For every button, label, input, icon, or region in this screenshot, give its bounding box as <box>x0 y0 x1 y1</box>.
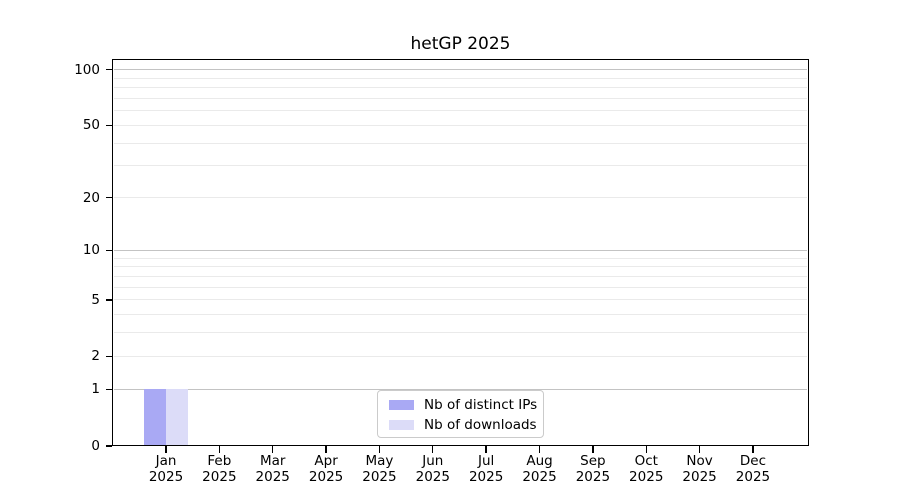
legend-swatch-distinct-ips <box>389 400 414 410</box>
y-tick-label-20: 20 <box>82 189 100 206</box>
x-tick-label-sep: Sep 2025 <box>551 453 635 485</box>
x-tick-label-mar: Mar 2025 <box>231 453 315 485</box>
chart-title: hetGP 2025 <box>410 34 511 54</box>
y-tick-label-5: 5 <box>91 291 100 308</box>
y-gridline-minor-9 <box>114 257 807 259</box>
y-tick-label-0: 0 <box>91 438 100 454</box>
x-tick-month-oct: Oct <box>634 453 658 469</box>
x-tick-feb <box>218 446 221 453</box>
x-tick-label-may: May 2025 <box>337 453 421 485</box>
x-tick-year-oct: 2025 <box>629 469 664 485</box>
x-tick-label-jun: Jun 2025 <box>391 453 475 485</box>
x-tick-year-jan: 2025 <box>148 469 184 485</box>
y-gridline-minor-8 <box>114 266 807 268</box>
y-tick-0 <box>106 445 112 447</box>
y-gridline-minor-30 <box>114 165 807 167</box>
plot-area <box>112 59 809 446</box>
x-tick-apr <box>325 446 327 453</box>
x-tick-month-jan: Jan <box>155 453 177 469</box>
x-tick-month-may: May <box>365 453 394 469</box>
x-tick-label-aug: Aug 2025 <box>498 453 582 485</box>
legend-label-downloads: Nb of downloads <box>424 417 537 433</box>
x-tick-oct <box>645 446 647 453</box>
x-tick-aug <box>538 446 541 453</box>
y-gridline-minor-7 <box>114 275 807 277</box>
y-tick-50 <box>106 124 112 126</box>
y-gridline-minor-60 <box>114 110 807 112</box>
x-tick-jul <box>485 446 487 453</box>
x-tick-month-jul: Jul <box>478 453 495 469</box>
y-gridline-minor-6 <box>114 286 807 288</box>
x-tick-label-apr: Apr 2025 <box>284 453 368 485</box>
x-tick-year-dec: 2025 <box>735 469 771 485</box>
x-tick-year-may: 2025 <box>362 469 397 485</box>
y-gridline-minor-80 <box>114 87 807 89</box>
x-tick-label-dec: Dec 2025 <box>711 453 795 485</box>
x-tick-month-apr: Apr <box>314 453 338 469</box>
x-tick-month-aug: Aug <box>526 453 553 469</box>
bar-nb-of-distinct-ips-jan <box>144 389 166 446</box>
y-tick-label-1: 1 <box>91 381 100 398</box>
legend-label-distinct-ips: Nb of distinct IPs <box>424 397 538 413</box>
x-tick-nov <box>698 446 701 453</box>
x-tick-label-feb: Feb 2025 <box>177 453 261 485</box>
y-tick-20 <box>106 196 112 199</box>
x-tick-jan <box>165 446 167 453</box>
x-tick-sep <box>592 446 594 453</box>
y-gridline-minor-5 <box>114 299 807 301</box>
legend-entry-downloads: Nb of downloads <box>378 415 543 435</box>
y-gridline-major-1 <box>114 388 807 390</box>
x-tick-year-sep: 2025 <box>575 469 611 485</box>
y-tick-100 <box>106 68 112 71</box>
y-tick-1 <box>106 388 112 391</box>
x-tick-label-jul: Jul 2025 <box>444 453 528 485</box>
x-tick-mar <box>272 446 274 453</box>
x-tick-label-jan: Jan 2025 <box>124 453 208 485</box>
y-tick-label-100: 100 <box>74 61 100 78</box>
y-gridline-major-100 <box>114 69 807 71</box>
legend-box: Nb of distinct IPs Nb of downloads <box>377 390 544 438</box>
legend-entry-distinct-ips: Nb of distinct IPs <box>378 395 543 415</box>
y-gridline-minor-20 <box>114 197 807 199</box>
y-gridline-minor-70 <box>114 97 807 99</box>
x-tick-month-sep: Sep <box>580 453 606 469</box>
x-tick-jun <box>432 446 434 453</box>
x-tick-year-feb: 2025 <box>202 469 237 485</box>
y-tick-label-50: 50 <box>82 117 100 134</box>
x-tick-year-jul: 2025 <box>468 469 504 485</box>
x-tick-may <box>378 446 381 453</box>
y-gridline-minor-2 <box>114 355 807 357</box>
x-tick-year-apr: 2025 <box>308 469 344 485</box>
x-tick-label-nov: Nov 2025 <box>658 453 742 485</box>
y-gridline-minor-50 <box>114 124 807 126</box>
x-tick-month-nov: Nov <box>686 453 713 469</box>
y-gridline-minor-40 <box>114 142 807 144</box>
y-tick-5 <box>106 299 112 301</box>
y-gridline-major-10 <box>114 249 807 251</box>
y-gridline-minor-3 <box>114 332 807 334</box>
legend-swatch-downloads <box>389 420 414 430</box>
y-tick-2 <box>106 355 112 358</box>
x-tick-month-dec: Dec <box>739 453 767 469</box>
y-gridline-minor-4 <box>114 314 807 316</box>
y-tick-10 <box>106 249 112 252</box>
y-tick-label-2: 2 <box>91 348 100 365</box>
y-tick-label-10: 10 <box>82 242 100 259</box>
bar-nb-of-downloads-jan <box>166 389 188 446</box>
x-tick-dec <box>752 446 754 453</box>
x-tick-label-oct: Oct 2025 <box>604 453 688 485</box>
x-tick-year-aug: 2025 <box>522 469 557 485</box>
y-gridline-minor-90 <box>114 77 807 79</box>
x-tick-year-jun: 2025 <box>415 469 450 485</box>
x-tick-month-feb: Feb <box>207 453 232 469</box>
x-tick-month-mar: Mar <box>259 453 286 469</box>
x-tick-month-jun: Jun <box>422 453 444 469</box>
x-tick-year-mar: 2025 <box>255 469 290 485</box>
x-tick-year-nov: 2025 <box>682 469 717 485</box>
